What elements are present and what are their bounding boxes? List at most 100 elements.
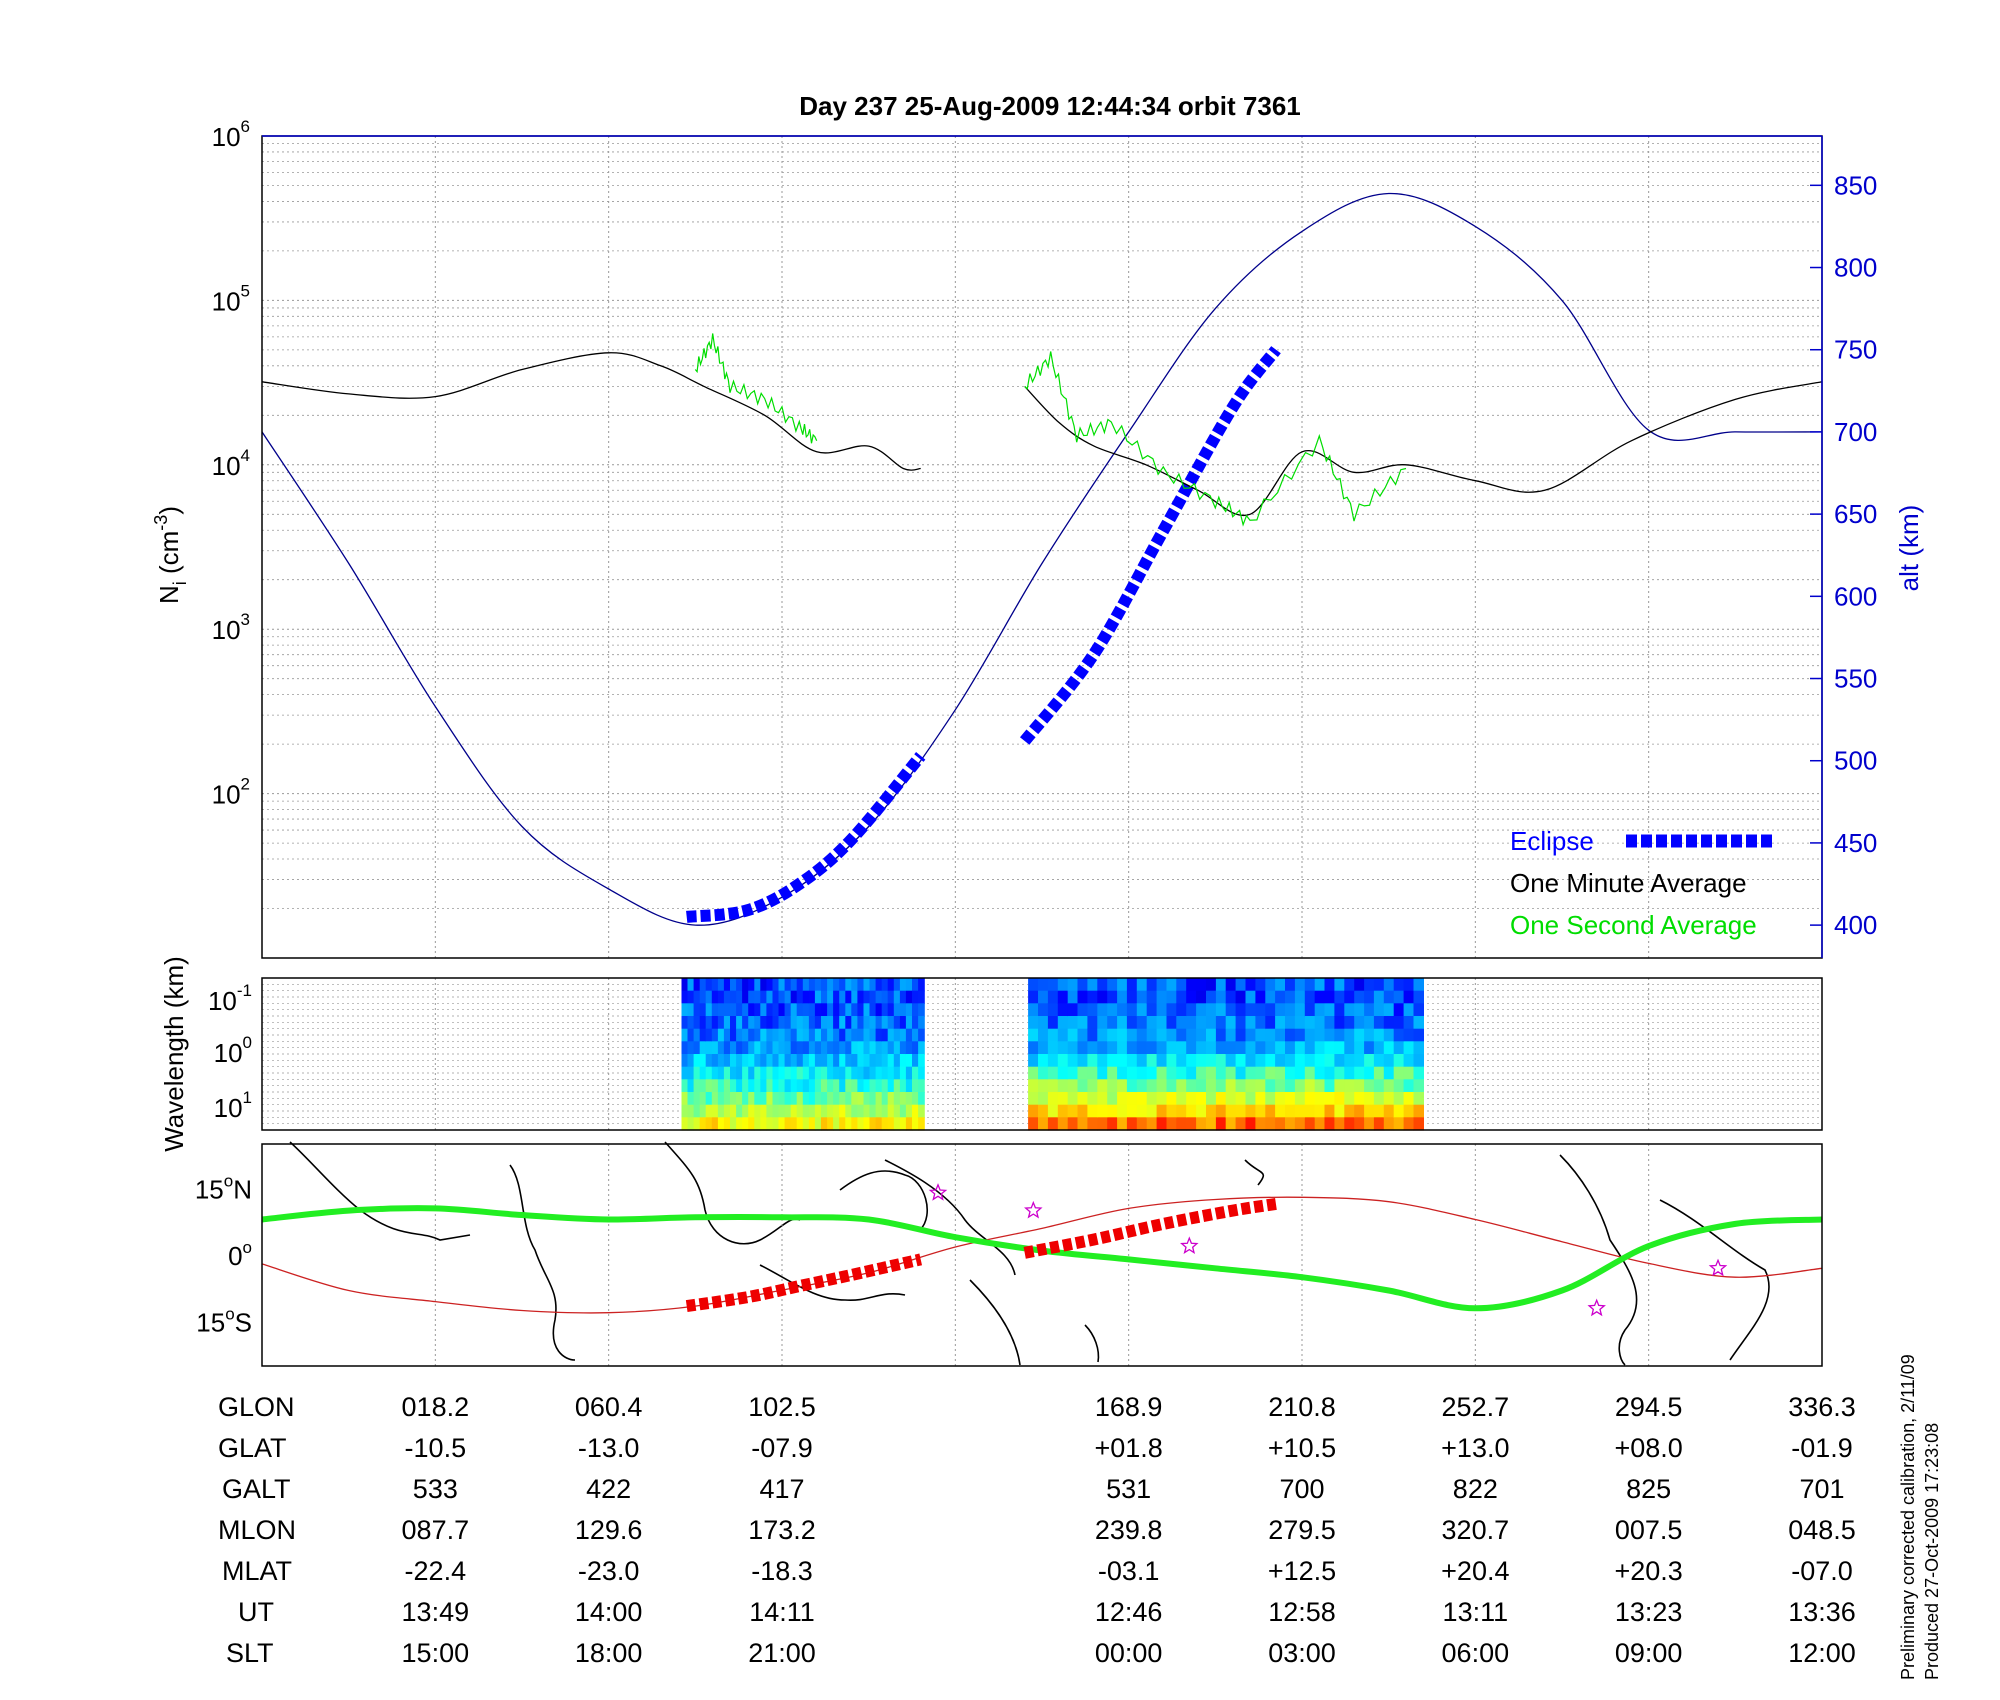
spectrogram-cell (833, 1092, 840, 1106)
spectrogram-cell (1373, 978, 1385, 992)
spectrogram-cell (1047, 1092, 1059, 1106)
spectrogram-cell (821, 1066, 828, 1080)
spectrogram-cell (863, 1041, 871, 1055)
spectrogram-cell (742, 1003, 749, 1017)
altitude-tick-labels: 850 800 750 700 650 600 550 500 450 400 (1810, 170, 1877, 940)
spectrogram-cell (1136, 978, 1148, 992)
spectrogram-cell (1334, 1079, 1345, 1093)
spectrogram-cell (754, 1003, 761, 1017)
spectrogram-cell (1364, 1104, 1375, 1118)
spectrogram-cell (1403, 1041, 1415, 1055)
spectrogram-cell (723, 1104, 731, 1118)
spectrogram-cell (1206, 1066, 1217, 1080)
spectrogram-cell (1314, 1003, 1326, 1017)
spectrogram-cell (875, 990, 883, 1004)
spectrogram-cell (1373, 1054, 1385, 1068)
spectrogram-cell (1067, 990, 1079, 1004)
table-cell: 320.7 (1441, 1515, 1510, 1545)
spectrogram-cell (1038, 1054, 1049, 1068)
spectrogram-cell (802, 990, 810, 1004)
spectrogram-cell (1245, 1016, 1256, 1030)
spectrogram-cell (1215, 1003, 1227, 1017)
spectrogram-cell (1146, 1092, 1158, 1106)
spectrogram-cell (1176, 1003, 1187, 1017)
spectrogram-cell (887, 990, 895, 1004)
spectrogram-cell (912, 1003, 919, 1017)
spectrogram-cell (839, 1104, 846, 1118)
spectrogram-cell (893, 1066, 901, 1080)
spectrogram-cell (1255, 978, 1266, 992)
spectrogram-cell (1265, 1016, 1276, 1030)
spectrogram-cell (1304, 1016, 1316, 1030)
table-cell: 822 (1452, 1474, 1498, 1504)
spectrogram-cell (1057, 1016, 1069, 1030)
spectrogram-cell (1196, 978, 1207, 992)
spectrogram-cell (1285, 1028, 1296, 1042)
spectrogram-cell (1166, 1117, 1177, 1131)
spectrogram-cell (827, 1079, 834, 1093)
spectrogram-cell (711, 1066, 719, 1080)
spectrogram-cell (754, 990, 761, 1004)
spectrogram-cell (814, 1016, 822, 1030)
spectrogram-cell (1107, 1079, 1118, 1093)
wavelength-tick-label: 100 (214, 1033, 252, 1068)
coastline-australia-north (969, 1279, 1021, 1366)
table-row-label: SLT (226, 1638, 274, 1668)
spectrogram-cell (754, 1066, 761, 1080)
spectrogram-cell (1383, 1028, 1395, 1042)
spectrogram-cell (1285, 1092, 1296, 1106)
spectrogram-cell (1067, 1054, 1079, 1068)
spectrogram-cell (742, 1117, 749, 1131)
spectrogram-cell (681, 1054, 689, 1068)
spectrogram-cell (1275, 1028, 1286, 1042)
spectrogram-cell (693, 978, 701, 992)
table-cell: 422 (586, 1474, 632, 1504)
spectrogram-cell (1077, 1041, 1088, 1055)
spectrogram-cell (1344, 1104, 1355, 1118)
spectrogram-cell (1067, 1028, 1079, 1042)
spectrogram-cell (1067, 1066, 1079, 1080)
spectrogram-cell (912, 978, 919, 992)
spectrogram-cell (1206, 1054, 1217, 1068)
spectrogram-cell (681, 1016, 689, 1030)
spectrogram-cell (1275, 1003, 1286, 1017)
spectrogram-cell (699, 1092, 707, 1106)
spectrogram-cell (1028, 1041, 1039, 1055)
spectrogram-cell (1156, 1041, 1168, 1055)
spectrogram-cell (1117, 1066, 1128, 1080)
spectrogram-cell (887, 978, 895, 992)
spectrogram-cell (699, 1079, 707, 1093)
spectrogram-cell (1364, 1003, 1375, 1017)
spectrogram-cell (1344, 990, 1355, 1004)
spectrogram-cell (760, 978, 767, 992)
spectrogram-cell (1215, 1016, 1227, 1030)
spectrogram-cell (778, 1016, 786, 1030)
spectrogram-cell (1057, 1003, 1069, 1017)
spectrogram-cell (1057, 1079, 1069, 1093)
spectrogram-cell (760, 1003, 767, 1017)
spectrogram-cell (1077, 1117, 1088, 1131)
spectrogram-cell (1186, 978, 1197, 992)
spectrogram-cell (1176, 1066, 1187, 1080)
spectrogram-cell (1285, 978, 1296, 992)
spectrogram-cell (754, 1054, 761, 1068)
spectrogram-cell (893, 1003, 901, 1017)
spectrogram-cell (717, 978, 725, 992)
chart-title: Day 237 25-Aug-2009 12:44:34 orbit 7361 (799, 91, 1301, 121)
spectrogram-cell (1028, 990, 1039, 1004)
spectrogram-cell (1186, 1104, 1197, 1118)
spectrogram-cell (839, 1117, 846, 1131)
spectrogram-cell (1038, 1092, 1049, 1106)
spectrogram-cell (1077, 1003, 1088, 1017)
spectrogram-cell (845, 1104, 852, 1118)
altitude-tick-label: 600 (1834, 581, 1877, 611)
spectrogram-cell (742, 1054, 749, 1068)
spectrogram-cell (1136, 1117, 1148, 1131)
spectrogram-cell (1324, 1079, 1335, 1093)
spectrogram-cell (717, 1117, 725, 1131)
spectrogram-cell (1314, 1092, 1326, 1106)
spectrogram-cell (839, 1041, 846, 1055)
spectrogram-cell (1383, 1066, 1395, 1080)
table-cell: -23.0 (577, 1556, 640, 1586)
spectrogram-cell (821, 1016, 828, 1030)
